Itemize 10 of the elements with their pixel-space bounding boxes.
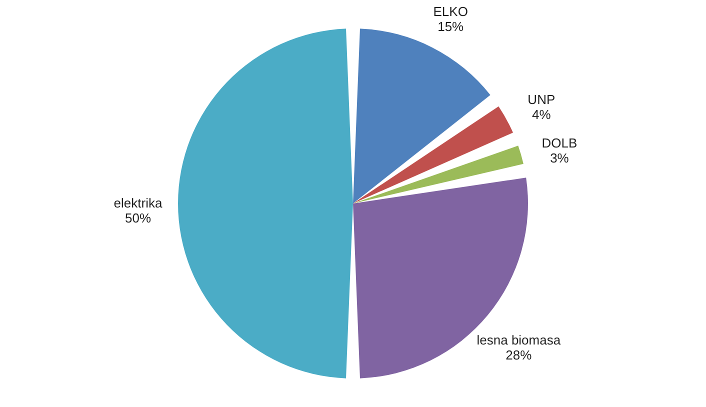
slice-label: lesna biomasa <box>476 332 562 348</box>
data-label: 3% <box>550 150 570 166</box>
data-label: 4% <box>532 106 552 122</box>
data-label: 50% <box>124 210 152 226</box>
slice-label: ELKO <box>433 4 468 19</box>
data-label: 15% <box>438 18 464 34</box>
slice-label: elektrika <box>114 196 163 210</box>
data-label: 28% <box>506 348 532 363</box>
slice-label: UNP <box>528 92 556 107</box>
slice-label: DOLB <box>542 136 578 151</box>
